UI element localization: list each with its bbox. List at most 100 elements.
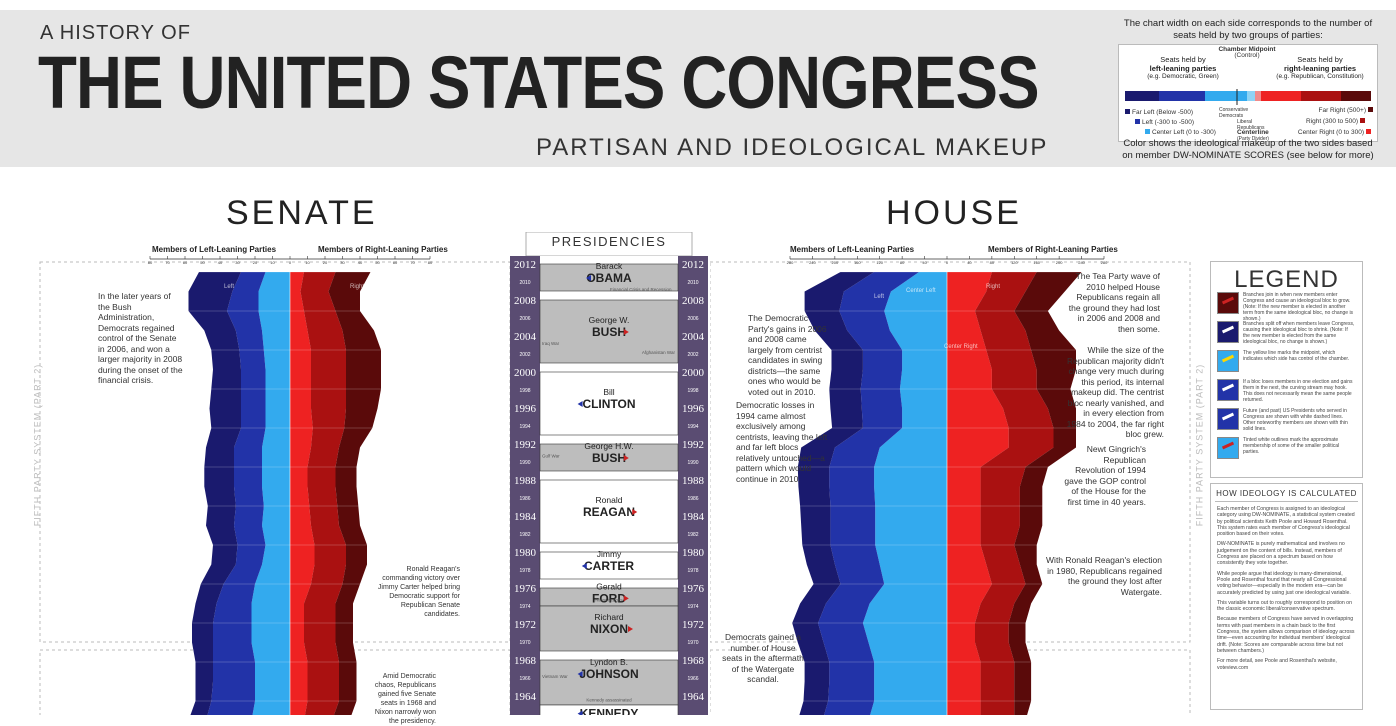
year-label-right: 1996 xyxy=(682,403,705,415)
x-axis-tick-label: 0 xyxy=(289,260,292,265)
president-first-name: George W. xyxy=(589,315,630,325)
president-first-name: Barack xyxy=(596,261,623,271)
year-minor-label-left: 1998 xyxy=(519,388,530,394)
house-annotation-1984: While the size of the Republican majorit… xyxy=(1066,345,1164,439)
how-divider xyxy=(1215,501,1358,502)
house-annotation-reagan: With Ronald Reagan's election in 1980, R… xyxy=(1046,555,1162,597)
how-paragraph-2: DW-NOMINATE is purely mathematical and i… xyxy=(1217,541,1345,567)
x-axis-tick-label: 280 xyxy=(787,260,794,265)
year-minor-label-left: 1994 xyxy=(519,424,530,430)
year-label-left: 1996 xyxy=(514,403,537,415)
year-minor-label-right: 2006 xyxy=(687,316,698,322)
legend-item-text-2: Branches split off when members leave Co… xyxy=(1243,321,1355,345)
president-last-name: FORD xyxy=(592,591,626,605)
key-swatch-center-left xyxy=(1145,129,1150,134)
presidencies-timeline: 2012 2012 2008 2008 2004 2004 2000 2000 1996 1996… xyxy=(510,231,708,724)
key-left-label: Left (-300 to -500) xyxy=(1135,119,1194,126)
key-conservative-democrats-label: Conservative Democrats xyxy=(1219,107,1249,119)
year-minor-label-left: 1978 xyxy=(519,568,530,574)
key-left-heading-2: left-leaning parties xyxy=(1149,64,1217,73)
legend-swatch-1 xyxy=(1217,292,1239,314)
key-center-right-text: Center Right (0 to 300) xyxy=(1297,129,1364,136)
house-inner-label: Center Right xyxy=(944,344,978,350)
x-axis-tick-label: 20 xyxy=(253,260,258,265)
party-marker-democrat xyxy=(577,401,583,407)
key-right-label: Right (300 to 500) xyxy=(1285,118,1365,125)
chart-key: The chart width on each side corresponds… xyxy=(1108,14,1388,164)
x-axis-tick-label: 240 xyxy=(809,260,816,265)
legend-item-text-1: Branches join in when new members enter … xyxy=(1243,292,1354,322)
year-label-left: 1980 xyxy=(514,547,537,559)
key-bar-left xyxy=(1159,91,1205,101)
key-diagram: Chamber Midpoint (Control) Seats held by… xyxy=(1118,44,1378,142)
senate-inner-label: Right xyxy=(350,284,364,290)
legend-item-text-5: Future (and past) US Presidents who serv… xyxy=(1243,408,1348,432)
x-axis-tick-label: 40 xyxy=(967,260,972,265)
year-minor-label-left: 1974 xyxy=(519,604,530,610)
historical-event-label: Iraq War xyxy=(542,341,560,346)
senate-annotation-1980: Ronald Reagan's commanding victory over … xyxy=(377,566,460,618)
year-label-right: 1964 xyxy=(682,691,705,703)
senate-center-right-area xyxy=(290,272,315,715)
x-axis-tick-label: 40 xyxy=(922,260,927,265)
party-marker-republican xyxy=(623,595,629,602)
legend-swatch-mark-4 xyxy=(1221,383,1235,392)
x-axis-tick-label: 280 xyxy=(1101,260,1108,265)
key-far-left-text: Far Left (Below -500) xyxy=(1132,109,1194,116)
x-axis-tick-label: 30 xyxy=(340,260,345,265)
president-last-name: OBAMA xyxy=(586,271,632,285)
key-swatch-far-right xyxy=(1368,107,1373,112)
presidency-block xyxy=(539,299,679,364)
year-label-left: 2008 xyxy=(514,295,537,307)
key-party-divider-label: (Party Divider) xyxy=(1237,136,1269,142)
year-minor-label-left: 1986 xyxy=(519,496,530,502)
x-axis-tick-label: 60 xyxy=(183,260,188,265)
senate-far-left-area xyxy=(188,272,241,715)
house-annotation-watergate: Democrats gained a number of House seats… xyxy=(722,632,804,684)
year-minor-label-right: 2002 xyxy=(687,352,698,358)
legend-item-text-6: Tinted white outlines mark the approxima… xyxy=(1243,437,1340,455)
x-axis-tick-label: 50 xyxy=(375,260,380,265)
legend-swatch-mark-6 xyxy=(1221,441,1235,450)
senate-left-area xyxy=(207,272,266,715)
page-title: THE UNITED STATES CONGRESS xyxy=(38,41,1040,124)
page-subtitle: PARTISAN AND IDEOLOGICAL MAKEUP xyxy=(536,134,1049,161)
president-last-name: BUSH xyxy=(592,325,626,339)
key-bar-conservative-democrats xyxy=(1247,91,1255,101)
historical-event-label: Nixon resigns xyxy=(595,598,623,603)
key-footer: Color shows the ideological makeup of th… xyxy=(1108,138,1388,162)
year-label-right: 2004 xyxy=(682,331,705,343)
house-inner-label: Right xyxy=(986,284,1000,290)
president-last-name: REAGAN xyxy=(583,505,635,519)
party-marker-republican xyxy=(623,455,629,461)
key-right-heading: Seats held by right-leaning parties (e.g… xyxy=(1265,55,1375,80)
historical-event-label: Financial Crisis and Recession xyxy=(610,287,672,292)
year-minor-label-left: 2010 xyxy=(519,280,530,286)
historical-event-label: Gulf War xyxy=(542,454,560,459)
key-bar-far-left xyxy=(1125,91,1159,101)
house-annotation-gingrich: Newt Gingrich's Republican Revolution of… xyxy=(1064,444,1146,507)
party-marker-republican xyxy=(632,509,638,515)
key-left-example: (e.g. Democratic, Green) xyxy=(1147,73,1219,80)
year-label-right: 1992 xyxy=(682,439,704,451)
legend-swatch-mark-3 xyxy=(1221,354,1235,363)
year-minor-label-left: 1970 xyxy=(519,640,530,646)
year-minor-label-left: 2006 xyxy=(519,316,530,322)
party-marker-republican xyxy=(628,626,633,632)
senate-annotation-2006: In the later years of the Bush Administr… xyxy=(98,291,183,385)
legend-swatch-mark-5 xyxy=(1221,412,1235,421)
x-axis-tick-label: 20 xyxy=(323,260,328,265)
year-rail-right xyxy=(678,256,708,715)
senate-right-area xyxy=(300,272,346,715)
year-minor-label-right: 1998 xyxy=(687,388,698,394)
house-annotation-1994: Democratic losses in 1994 came almost ex… xyxy=(736,400,828,484)
house-axis-right-label: Members of Right-Leaning Parties xyxy=(988,245,1118,254)
key-bar-center-right xyxy=(1261,91,1301,101)
how-paragraph-6: For more detail, see Poole and Rosenthal… xyxy=(1217,658,1337,671)
key-intro-line-2: seats held by two groups of parties: xyxy=(1173,30,1323,41)
key-intro-line-1: The chart width on each side corresponds… xyxy=(1123,18,1373,29)
x-axis-tick-label: 10 xyxy=(270,260,275,265)
year-minor-label-left: 1966 xyxy=(519,676,530,682)
pre-title: A HISTORY OF xyxy=(40,22,191,44)
key-bar-center-left xyxy=(1205,91,1247,101)
